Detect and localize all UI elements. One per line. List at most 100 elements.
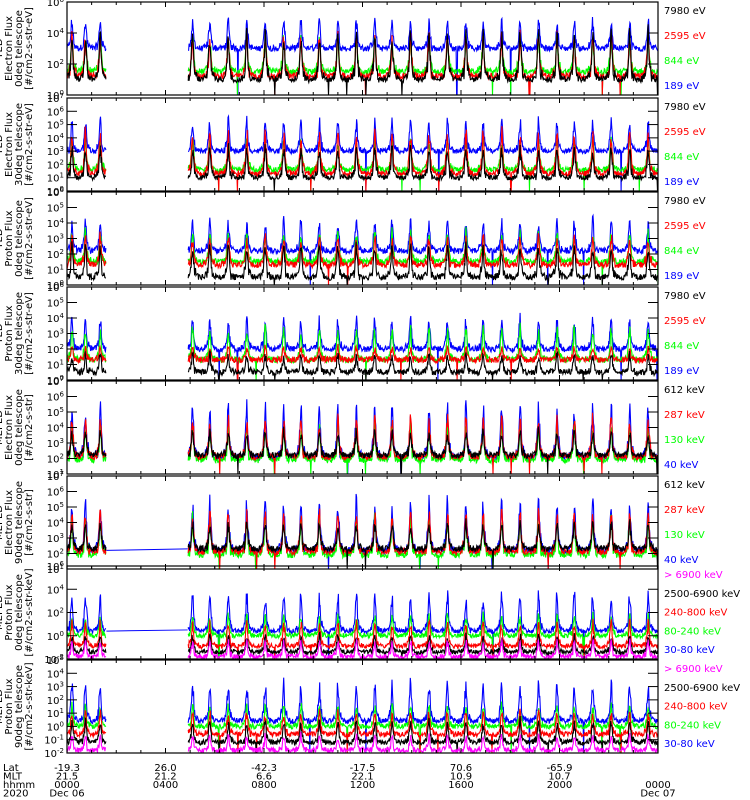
y-axis-label: TED Electron Flux 0deg telescope [#/cm2-s-s… [0, 7, 35, 90]
legend-entry: 80-240 keV [664, 720, 721, 731]
legend-entry: 7980 eV [664, 291, 706, 302]
y-axis-label-line: 0deg telescope [14, 200, 25, 277]
x-tick-label-date: Dec 06 [49, 789, 84, 800]
series-trace [67, 420, 658, 474]
series-trace [67, 31, 658, 95]
y-tick-label: 106 [47, 0, 65, 9]
series-trace [67, 412, 658, 474]
x-tick-label-lat: -42.3 [251, 763, 277, 774]
y-tick-label: 107 [47, 375, 64, 388]
y-axis-label-line: [#/cm2-s-str-eV] [24, 103, 35, 186]
y-tick-label: 105 [47, 297, 64, 310]
y-axis-label-line: [#/cm2-s-str-eV] [24, 292, 35, 375]
y-axis-label-line: TED [0, 228, 5, 249]
legend-entry: 2500-6900 keV [664, 683, 740, 694]
y-axis-label-line: Electron Flux [4, 490, 15, 555]
legend-entry: 287 keV [664, 505, 705, 516]
y-axis-label-line: MEPED [0, 410, 5, 445]
y-tick-label: 104 [47, 422, 65, 435]
x-tick-label-hhmm: 1200 [350, 780, 375, 791]
y-axis-label-line: [#/cm2-s-str] [24, 489, 35, 556]
y-tick-label: 107 [47, 470, 64, 483]
panel-5: 101 102 103 104 105 106 107 MEPED Electron Flux 0… [0, 375, 705, 481]
x-tick-label-lat: -65.9 [547, 763, 573, 774]
series-trace [67, 426, 658, 474]
legend-entry: > 6900 keV [664, 664, 723, 675]
x-tick-label-hhmm: 2000 [547, 780, 572, 791]
legend-entry: > 6900 keV [664, 570, 723, 581]
x-row-label: 2020 [3, 789, 28, 800]
y-tick-label: 103 [47, 328, 64, 341]
series-trace [67, 126, 658, 191]
y-tick-label: 104 [47, 312, 65, 325]
x-tick-label-mlt: 22.1 [351, 772, 373, 783]
legend-entry: 240-800 keV [664, 702, 728, 713]
y-tick-label: 103 [47, 233, 64, 246]
y-axis-label-line: Proton Flux [4, 584, 15, 640]
y-axis-label-line: [#/cm2-s-str-eV] [24, 197, 35, 280]
y-tick-label: 105 [47, 501, 64, 514]
series-trace [67, 590, 658, 659]
series-trace [67, 114, 658, 191]
y-tick-label: 101 [47, 172, 64, 185]
legend-entry: 844 eV [664, 152, 699, 163]
x-tick-label-lat: -17.5 [350, 763, 376, 774]
y-axis-label: TED Proton Flux 0deg telescope [#/cm2-s-str… [0, 197, 35, 280]
legend-entry: 80-240 keV [664, 626, 721, 637]
y-tick-label: 102 [47, 343, 64, 356]
y-tick-label: 106 [47, 281, 65, 294]
y-axis-label-line: [#/cm2-s-str-eV] [24, 7, 35, 90]
y-tick-label: 101 [47, 359, 64, 372]
series-trace [67, 343, 658, 380]
y-tick-label: 107 [47, 92, 64, 105]
y-tick-label: 10-1 [44, 734, 64, 747]
y-tick-label: 105 [47, 202, 64, 215]
y-axis-label-line: Electron Flux [4, 16, 15, 81]
y-axis-label-line: TED [0, 323, 5, 344]
panel-3: 100 101 102 103 104 105 106 TED Proton Flux 0deg … [0, 186, 706, 292]
x-tick-label-date: Dec 07 [640, 789, 675, 800]
y-axis-label-line: MEPED [0, 595, 5, 630]
y-tick-label: 104 [47, 667, 65, 680]
x-tick-label-mlt: 21.2 [154, 772, 176, 783]
y-tick-label: 10-2 [44, 747, 64, 760]
x-tick-label-hhmm: 0000 [54, 780, 79, 791]
panel-frame [66, 286, 659, 381]
y-tick-label: 104 [47, 217, 65, 230]
panel-7: 10-2 100 102 104 106 MEPED Proton Flux 0deg tel… [0, 560, 740, 666]
x-tick-label-mlt: 21.5 [56, 772, 78, 783]
panel-frame [66, 191, 659, 286]
y-axis-label-line: Proton Flux [4, 210, 15, 266]
y-axis-label-line: [#/cm2-s-str-keV] [24, 568, 35, 656]
legend-entry: 7980 eV [664, 102, 706, 113]
y-tick-label: 10-2 [44, 653, 64, 666]
y-axis-label-line: Proton Flux [4, 305, 15, 361]
legend-entry: 2595 eV [664, 31, 706, 42]
y-tick-label: 100 [47, 89, 64, 102]
y-tick-label: 102 [47, 453, 64, 466]
series-trace [67, 731, 658, 753]
y-tick-label: 101 [47, 707, 64, 720]
x-tick-label-mlt: 10.7 [548, 772, 570, 783]
x-row-label: MLT [3, 772, 23, 783]
panel-data [67, 677, 658, 753]
y-axis-label-line: [#/cm2-s-str] [24, 394, 35, 461]
y-tick-label: 106 [47, 486, 65, 499]
series-trace [67, 618, 658, 659]
legend-entry: 2595 eV [664, 316, 706, 327]
y-axis-label-line: MEPED [0, 689, 5, 724]
legend-entry: 40 keV [664, 555, 698, 566]
y-tick-label: 100 [47, 279, 64, 292]
series-trace [67, 518, 658, 569]
y-axis-label: MEPED Electron Flux 90deg telescope [#/cm2-… [0, 481, 35, 564]
y-tick-label: 104 [47, 517, 65, 530]
y-axis-label-line: TED [0, 134, 5, 155]
y-tick-label: 100 [47, 185, 64, 198]
y-axis-label-line: 90deg telescope [14, 665, 25, 748]
panel-data [67, 399, 658, 474]
panel-data [67, 114, 658, 191]
x-row-label: hhmm [3, 780, 35, 791]
x-row-label: Lat [3, 763, 19, 774]
series-trace [67, 24, 658, 95]
